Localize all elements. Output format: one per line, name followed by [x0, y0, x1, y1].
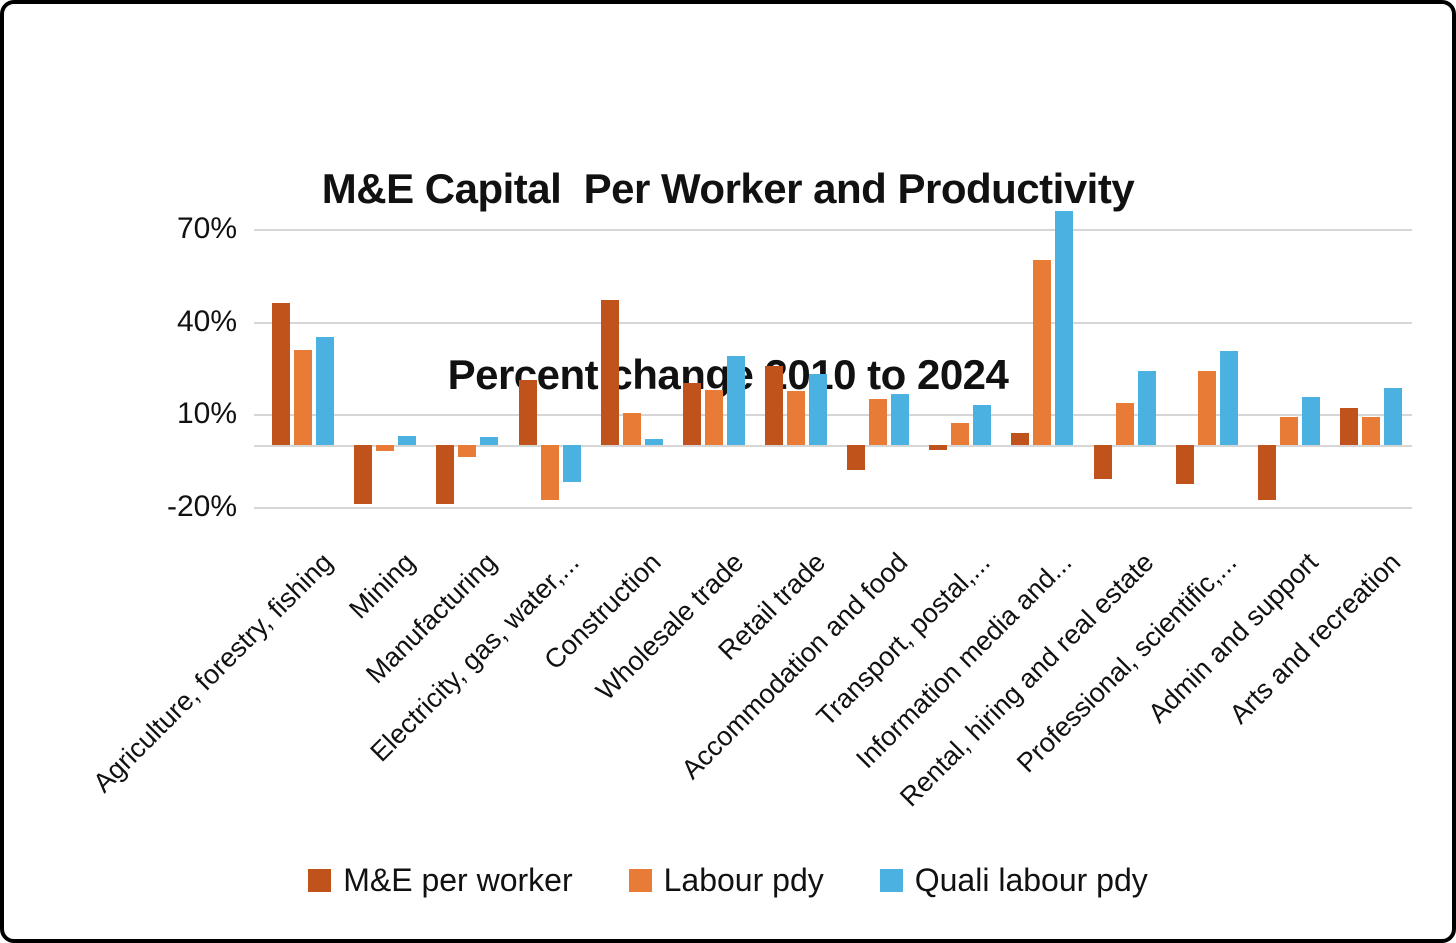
bar-series0-cat7	[847, 445, 866, 470]
y-axis-tick-label: 70%	[176, 212, 237, 246]
bar-series0-cat2	[436, 445, 455, 504]
legend-label-quali-labour-pdy: Quali labour pdy	[914, 862, 1148, 898]
bar-series0-cat8	[929, 445, 948, 450]
plot-area: 70% 40% 10% -20% Agriculture, forestry, fish…	[87, 194, 1412, 812]
bar-series1-cat4	[622, 412, 641, 445]
bar-series2-cat8	[973, 404, 992, 445]
bar-series0-cat11	[1175, 445, 1194, 484]
bar-series1-cat12	[1279, 417, 1298, 445]
legend: M&E per worker Labour pdy Quali labour p…	[4, 862, 1452, 899]
legend-label-labour-pdy: Labour pdy	[663, 862, 824, 898]
bar-series2-cat9	[1055, 210, 1074, 445]
bar-series2-cat1	[398, 435, 417, 445]
bar-series2-cat0	[316, 337, 335, 445]
x-axis-category-label: Agriculture, forestry, fishing	[87, 547, 339, 799]
bar-series0-cat12	[1257, 445, 1276, 501]
legend-swatch-me-per-worker	[308, 869, 332, 892]
legend-swatch-labour-pdy	[628, 869, 652, 892]
gridline	[254, 229, 1412, 232]
bar-series1-cat11	[1197, 371, 1216, 445]
legend-item-me-per-worker: M&E per worker	[308, 862, 573, 899]
bar-series1-cat1	[376, 445, 395, 452]
bar-series1-cat6	[786, 391, 805, 445]
gridline	[254, 321, 1412, 324]
bar-series2-cat13	[1383, 388, 1402, 445]
bar-series0-cat0	[272, 303, 291, 445]
gridline	[254, 506, 1412, 509]
bar-series2-cat2	[480, 437, 499, 445]
legend-label-me-per-worker: M&E per worker	[343, 862, 573, 898]
legend-item-labour-pdy: Labour pdy	[628, 862, 824, 899]
bar-series0-cat3	[518, 380, 537, 445]
bar-series2-cat11	[1219, 351, 1238, 445]
bar-series2-cat6	[808, 374, 827, 445]
chart-title-line1: M&E Capital Per Worker and Productivity	[321, 165, 1135, 212]
bar-series0-cat5	[682, 383, 701, 445]
bar-series1-cat5	[704, 389, 723, 445]
bar-series0-cat4	[600, 300, 619, 445]
legend-swatch-quali-labour-pdy	[879, 869, 903, 892]
bar-series1-cat10	[1115, 403, 1134, 445]
bar-series1-cat2	[458, 445, 477, 458]
bar-series1-cat3	[540, 445, 559, 501]
y-axis-tick-label: -20%	[166, 489, 237, 523]
x-axis-line	[254, 445, 1412, 447]
legend-item-quali-labour-pdy: Quali labour pdy	[879, 862, 1148, 899]
bar-series0-cat1	[354, 445, 373, 504]
bar-series2-cat3	[562, 445, 581, 482]
bar-series2-cat12	[1301, 397, 1320, 445]
bar-series0-cat6	[764, 366, 783, 445]
bar-series0-cat10	[1093, 445, 1112, 479]
bar-series1-cat9	[1033, 260, 1052, 445]
bar-series2-cat10	[1137, 371, 1156, 445]
bar-series1-cat13	[1361, 417, 1380, 445]
bar-series2-cat4	[644, 438, 663, 445]
x-axis-category-label: Mining	[342, 547, 421, 625]
bar-series0-cat13	[1339, 408, 1358, 445]
y-axis-tick-label: 10%	[176, 397, 237, 431]
bar-series1-cat7	[869, 398, 888, 445]
bar-series2-cat5	[726, 355, 745, 445]
bar-series1-cat0	[294, 349, 313, 445]
y-axis-tick-label: 40%	[176, 304, 237, 338]
gridline	[254, 414, 1412, 417]
x-axis-category-label: Wholesale trade	[589, 547, 750, 707]
bar-series0-cat9	[1011, 432, 1030, 445]
bar-series1-cat8	[951, 423, 970, 445]
bar-series2-cat7	[891, 394, 910, 445]
